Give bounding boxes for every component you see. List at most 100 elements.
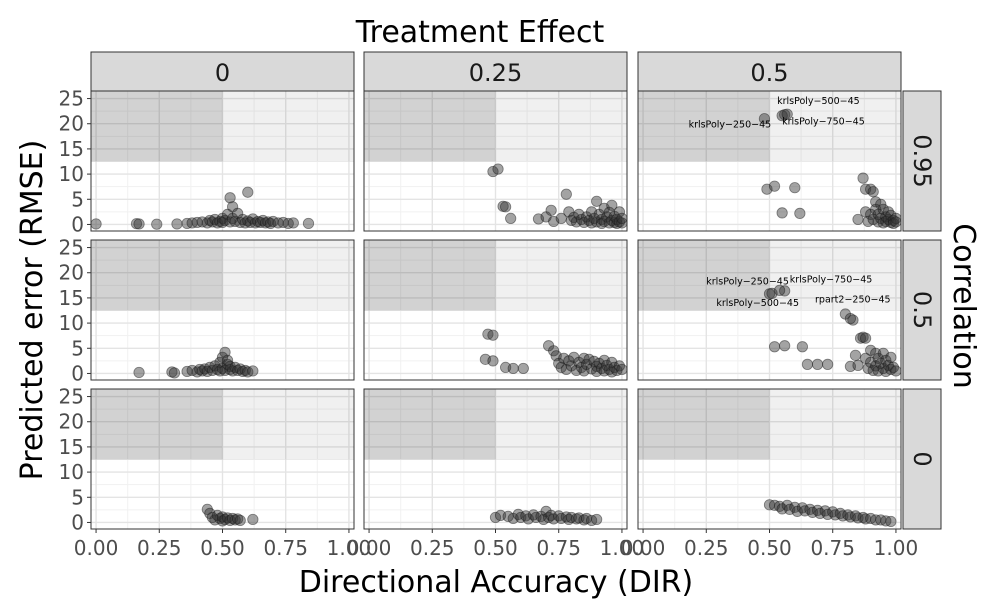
data-point — [781, 108, 793, 120]
data-point — [616, 363, 628, 376]
row-strip-label: 0 — [908, 451, 936, 466]
x-tick-label: 0.00 — [347, 536, 392, 560]
data-point — [890, 365, 902, 377]
y-tick-label: 15 — [59, 286, 84, 310]
col-strip — [637, 51, 902, 92]
y-axis-label: Predicted error (RMSE) — [15, 140, 50, 481]
data-point — [801, 358, 814, 370]
y-tick-label: 15 — [59, 137, 84, 161]
y-tick-label: 5 — [71, 336, 84, 360]
data-point — [560, 188, 572, 200]
row-strip-label: 0.5 — [908, 291, 936, 329]
data-point — [616, 212, 628, 225]
data-point — [548, 345, 560, 357]
data-point — [606, 199, 618, 211]
data-point — [758, 113, 771, 125]
data-point — [591, 195, 603, 207]
panel-border — [363, 239, 628, 381]
data-point — [133, 218, 145, 230]
x-tick-label: 1.00 — [600, 536, 645, 560]
shaded-region — [91, 389, 223, 460]
shaded-region — [364, 91, 496, 162]
data-point — [242, 186, 254, 198]
data-point — [302, 217, 315, 230]
data-point — [776, 207, 788, 219]
y-tick-label: 5 — [71, 187, 84, 211]
facet-panel — [90, 239, 355, 381]
data-point — [234, 514, 246, 527]
col-strip — [90, 51, 355, 92]
data-point — [492, 163, 504, 175]
data-point — [852, 359, 864, 371]
facet-panel — [363, 90, 628, 232]
shaded-region — [638, 240, 770, 311]
data-point — [859, 332, 872, 344]
shaded-band-upper — [364, 389, 627, 460]
panel-border — [90, 90, 355, 232]
data-point — [168, 367, 181, 379]
shaded-band-upper — [91, 240, 354, 311]
data-point — [768, 180, 781, 192]
y-tick-label: 20 — [59, 410, 84, 434]
facet-panel — [90, 90, 355, 232]
data-point — [774, 284, 786, 296]
point-annotation: krlsPoly−500−45 — [777, 96, 860, 107]
data-point — [133, 366, 145, 379]
data-point — [505, 212, 517, 225]
data-point — [500, 201, 512, 213]
data-point — [890, 216, 902, 228]
shaded-band-upper — [91, 91, 354, 162]
y-tick-label: 25 — [59, 236, 84, 260]
shaded-region — [364, 389, 496, 460]
point-annotation: rpart2−250−45 — [815, 294, 891, 305]
data-point — [779, 340, 791, 352]
data-point — [171, 218, 183, 230]
x-tick-label: 0.50 — [473, 536, 518, 560]
shaded-band-upper — [638, 389, 901, 460]
data-point — [221, 354, 234, 366]
point-annotation: krlsPoly−750−45 — [790, 274, 873, 285]
x-tick-label: 0.00 — [74, 536, 119, 560]
shaded-region — [638, 91, 770, 162]
data-point — [875, 198, 887, 210]
y-tick-label: 0 — [71, 361, 84, 385]
facet-panel: krlsPoly−250−45 krlsPoly−750−45 krlsPoly−5… — [637, 239, 902, 381]
shaded-band-upper — [638, 91, 901, 162]
row-strip — [902, 388, 942, 530]
data-point — [796, 341, 808, 353]
data-point — [811, 358, 824, 370]
data-point — [857, 172, 869, 184]
data-point — [151, 218, 163, 230]
data-point — [591, 513, 603, 526]
data-point — [507, 362, 519, 375]
x-tick-label: 0.25 — [684, 536, 729, 560]
y-tick-label: 20 — [59, 261, 84, 285]
x-tick-label: 1.00 — [874, 536, 919, 560]
y-tick-label: 10 — [59, 311, 84, 335]
x-tick-label: 0.50 — [200, 536, 245, 560]
data-point — [794, 207, 806, 219]
col-strip-label: 0.5 — [750, 59, 788, 87]
facet-panel — [637, 388, 902, 530]
data-point — [90, 218, 102, 230]
shaded-region — [364, 240, 496, 311]
data-point — [870, 347, 882, 359]
col-strip-label: 0.25 — [469, 59, 522, 87]
data-point — [287, 217, 299, 229]
x-tick-label: 0.00 — [621, 536, 666, 560]
x-tick-label: 0.25 — [410, 536, 455, 560]
y-tick-label: 20 — [59, 112, 84, 136]
data-point — [789, 182, 801, 194]
facet-panel — [363, 388, 628, 530]
data-point — [487, 165, 499, 178]
y-tick-label: 15 — [59, 435, 84, 459]
y-tick-label: 25 — [59, 385, 84, 409]
data-point — [885, 351, 897, 363]
facet-panels: 0 0.25 0.50.950.50krlsPoly−500−45krlsPoly−… — [59, 51, 942, 560]
shaded-region — [91, 240, 223, 311]
shaded-region — [638, 389, 770, 460]
y-tick-label: 25 — [59, 87, 84, 111]
y-tick-label: 10 — [59, 460, 84, 484]
data-point — [822, 358, 834, 370]
